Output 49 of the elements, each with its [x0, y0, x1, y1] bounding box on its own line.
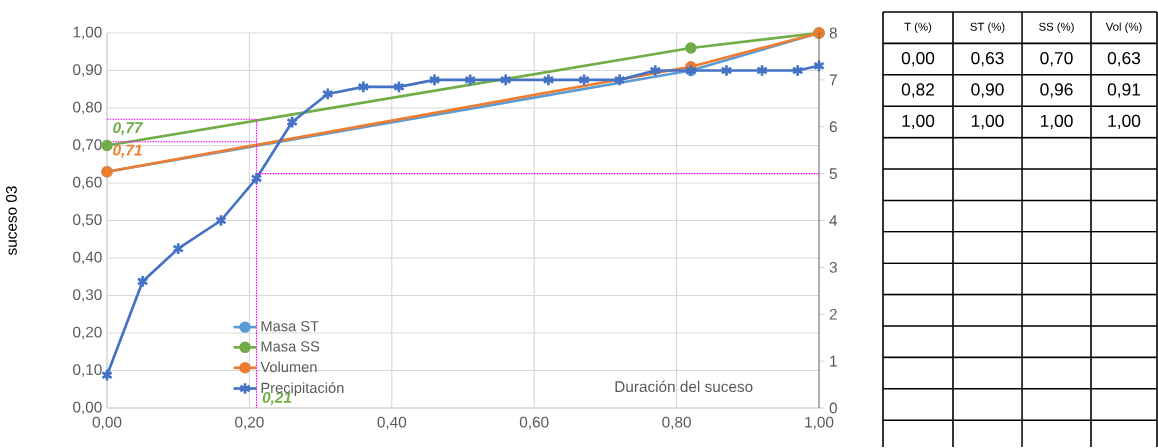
text: 0,96	[1040, 83, 1073, 98]
y-tick-label: 0,90	[73, 64, 102, 77]
y-tick-label: 0,80	[73, 101, 102, 115]
y-tick-label: 0,30	[73, 289, 102, 302]
x-tick-label: 0,60	[519, 416, 549, 430]
y2-tick-label: 8	[829, 27, 837, 39]
text: 0,63	[1107, 52, 1141, 67]
y-tick-label: 0,50	[73, 214, 102, 227]
y-tick-label: 0,20	[73, 326, 102, 340]
legend-label: Masa ST	[261, 321, 319, 332]
y2-tick-label: 3	[829, 262, 837, 273]
x-tick-label: 0,80	[662, 416, 691, 430]
text: 0,91	[1107, 83, 1141, 98]
text: 1,00	[971, 114, 1004, 130]
text: 1,00	[902, 114, 935, 130]
text: T (%)	[904, 22, 932, 34]
y2-tick-label: 0	[829, 402, 837, 414]
annotation: 0,71	[113, 144, 142, 158]
y-tick-label: 0,60	[73, 176, 102, 190]
y-tick-label: 0,10	[73, 364, 102, 377]
text: Vol (%)	[1105, 22, 1142, 34]
y-tick-label: 0,40	[73, 251, 102, 265]
y2-tick-label: 2	[829, 308, 837, 320]
text: 0,63	[971, 52, 1004, 67]
x-axis-title: Duración del suceso	[615, 380, 753, 393]
y2-tick-label: 6	[829, 121, 837, 133]
legend-label: Masa SS	[261, 341, 320, 352]
y-tick-label: 0,00	[73, 401, 102, 415]
text: 0,90	[971, 83, 1004, 98]
y2-tick-label: 7	[829, 74, 837, 86]
text: ST (%)	[970, 22, 1005, 34]
y2-tick-label: 1	[830, 355, 837, 367]
y2-tick-label: 4	[829, 215, 838, 226]
x-tick-label: 0,20	[235, 416, 264, 430]
legend-label: Volumen	[260, 361, 317, 373]
text: 1,00	[1040, 114, 1073, 130]
annotation: 0,77	[113, 122, 144, 136]
text: 0,00	[901, 52, 935, 67]
x-tick-label: 0,40	[377, 416, 407, 430]
x-tick-label: 0,00	[92, 416, 122, 430]
y2-tick-label: 5	[829, 168, 837, 180]
text: SS (%)	[1039, 22, 1074, 34]
x-tick-label: 1,00	[805, 416, 834, 430]
y-tick-label: 0,70	[73, 139, 102, 152]
y-tick-label: 1,00	[73, 26, 102, 40]
text: 0,82	[901, 83, 934, 98]
text: 1,00	[1108, 114, 1141, 130]
text: 0,70	[1040, 52, 1073, 67]
y-axis-title: suceso 03	[6, 186, 17, 256]
